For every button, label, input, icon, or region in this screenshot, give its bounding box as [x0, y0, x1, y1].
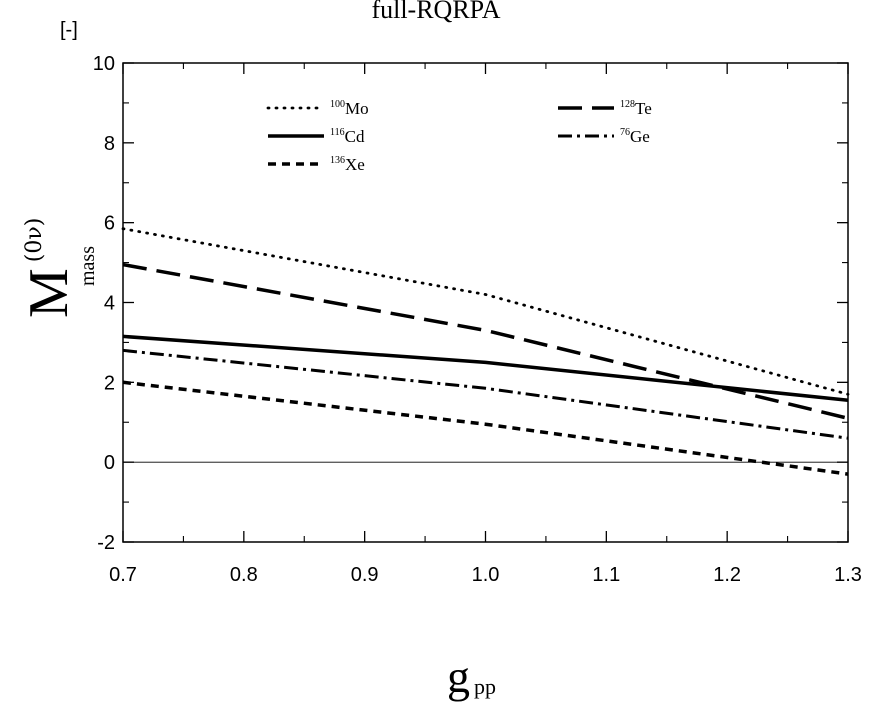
axis-tick-labels: 0.7 0.8 0.9 1.0 1.1 1.2 1.3 -2 0 2 4 6 8 10	[93, 53, 862, 586]
y-axis-label-sup: (0ν)	[22, 218, 47, 263]
chart-title: full-RQRPA	[371, 0, 500, 24]
series-line-te	[122, 262, 849, 421]
plot-frame	[122, 62, 849, 543]
x-tick-label: 1.3	[834, 564, 862, 586]
y-tick-label: 10	[93, 53, 115, 75]
legend-label: 128Te	[620, 99, 652, 118]
legend-label: 116Cd	[330, 127, 365, 146]
y-axis-label: M (0ν)	[18, 218, 80, 318]
plot-border	[122, 62, 849, 543]
legend-item-cd: 116Cd	[268, 127, 365, 146]
x-axis-label-main: g	[447, 651, 470, 702]
legend-item-xe: 136Xe	[268, 155, 365, 174]
series-line-ge	[122, 348, 849, 440]
y-tick-label: 6	[104, 213, 115, 235]
unit-label: [-]	[60, 19, 78, 41]
legend-item-te: 128Te	[558, 99, 652, 118]
legend-item-mo: 100Mo	[266, 99, 369, 118]
x-tick-label: 1.1	[592, 564, 620, 586]
y-tick-label: 4	[104, 293, 115, 315]
y-tick-label: -2	[97, 532, 115, 554]
y-axis-label-sub: mass	[77, 246, 99, 286]
legend-label: 136Xe	[330, 155, 365, 174]
x-tick-label: 0.8	[230, 564, 258, 586]
x-tick-label: 0.7	[109, 564, 137, 586]
legend: 100Mo 128Te 116Cd 76Ge 136Xe	[266, 99, 652, 174]
x-axis-label-sub: pp	[474, 674, 496, 699]
series-line-mo	[121, 227, 850, 396]
y-tick-label: 8	[104, 133, 115, 155]
x-axis-label: g pp	[447, 651, 496, 702]
x-tick-label: 1.0	[472, 564, 500, 586]
x-tick-label: 0.9	[351, 564, 379, 586]
x-tick-label: 1.2	[713, 564, 741, 586]
axis-ticks	[122, 62, 849, 543]
y-axis-label-main: M	[18, 268, 80, 318]
series-line-cd	[122, 334, 849, 403]
legend-label: 76Ge	[620, 127, 650, 146]
series-line-xe	[122, 380, 849, 476]
series-lines	[121, 227, 850, 476]
y-tick-label: 2	[104, 372, 115, 394]
y-tick-label: 0	[104, 452, 115, 474]
legend-label: 100Mo	[330, 99, 369, 118]
legend-item-ge: 76Ge	[558, 127, 650, 146]
